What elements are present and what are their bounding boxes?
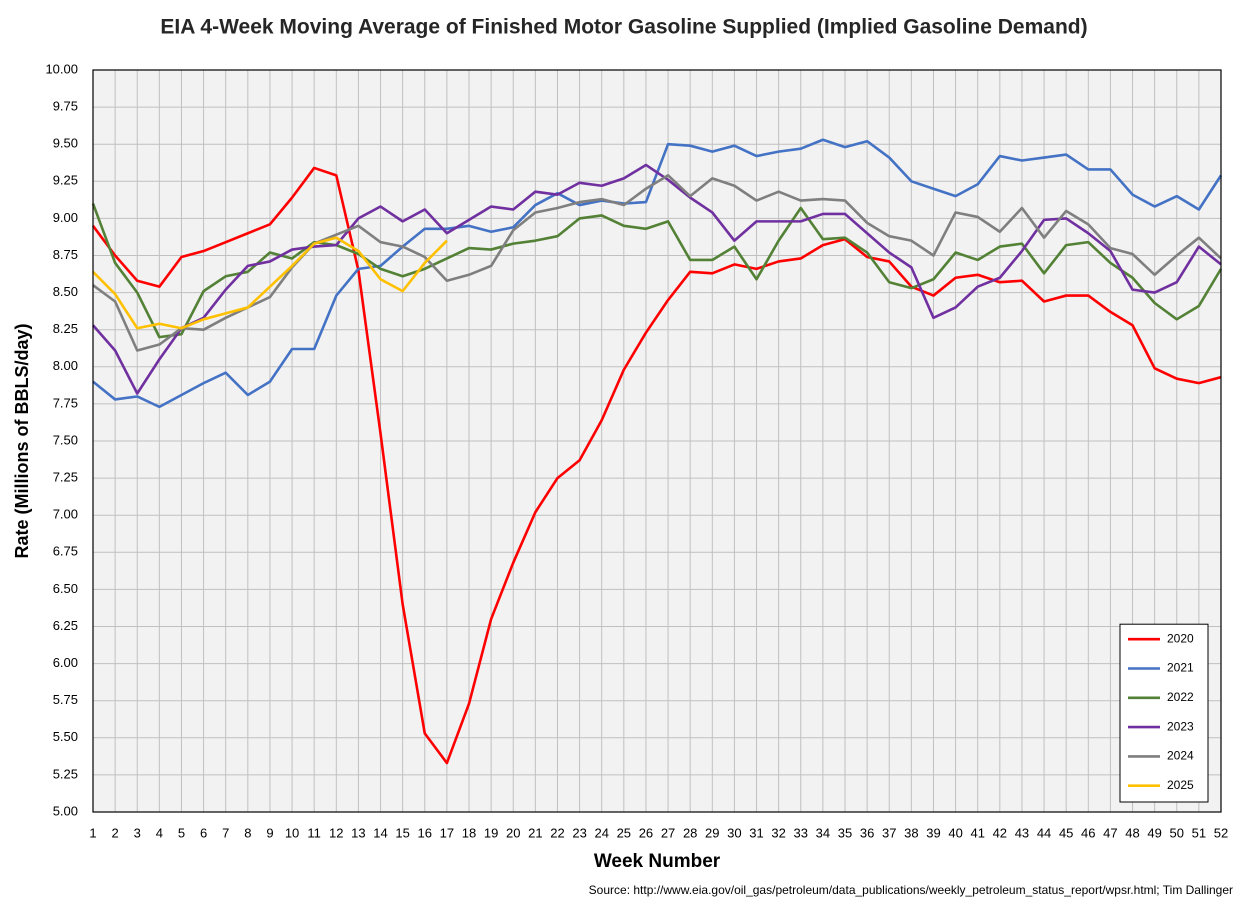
x-tick-label: 19 [484, 825, 498, 840]
y-tick-label: 8.75 [53, 247, 78, 262]
x-tick-label: 35 [838, 825, 852, 840]
legend-box [1119, 623, 1209, 803]
x-tick-label: 32 [771, 825, 785, 840]
legend-label: 2021 [1167, 661, 1194, 675]
y-tick-label: 9.00 [53, 210, 78, 225]
lines [91, 138, 1223, 765]
y-tick-label: 9.75 [53, 99, 78, 114]
y-tick-label: 5.75 [53, 692, 78, 707]
legend: 2020 2021 2022 2023 2024 2025 [1119, 623, 1209, 803]
x-tick-label: 39 [926, 825, 940, 840]
legend-label: 2024 [1167, 749, 1194, 763]
plot-border [92, 69, 1222, 813]
x-tick-label: 17 [440, 825, 454, 840]
chart-title: EIA 4-Week Moving Average of Finished Mo… [160, 16, 1087, 39]
y-tick-label: 5.50 [53, 729, 78, 744]
x-tick-label: 4 [156, 825, 163, 840]
y-axis-label: Rate (Millions of BBLS/day) [12, 323, 32, 558]
x-tick-label: 29 [705, 825, 719, 840]
x-tick-label: 26 [639, 825, 653, 840]
legend-label: 2023 [1167, 719, 1194, 733]
y-tick-label: 9.25 [53, 173, 78, 188]
source-note: Source: http://www.eia.gov/oil_gas/petro… [589, 883, 1233, 897]
y-tick-label: 7.75 [53, 395, 78, 410]
x-tick-label: 30 [727, 825, 741, 840]
x-tick-label: 28 [683, 825, 697, 840]
x-tick-label: 47 [1103, 825, 1117, 840]
x-tick-label: 3 [134, 825, 141, 840]
x-tick-label: 24 [594, 825, 608, 840]
x-tick-label: 52 [1214, 825, 1228, 840]
x-tick-label: 5 [178, 825, 185, 840]
x-tick-label: 45 [1059, 825, 1073, 840]
x-tick-label: 6 [200, 825, 207, 840]
y-tick-label: 9.50 [53, 136, 78, 151]
x-tick-label: 1 [89, 825, 96, 840]
x-tick-label: 43 [1015, 825, 1029, 840]
x-tick-label: 23 [572, 825, 586, 840]
y-tick-label: 5.00 [53, 803, 78, 818]
x-tick-label: 11 [307, 825, 321, 840]
x-tick-label: 16 [418, 825, 432, 840]
x-tick-label: 31 [749, 825, 763, 840]
x-tick-label: 2 [112, 825, 119, 840]
x-tick-label: 22 [550, 825, 564, 840]
x-tick-label: 25 [617, 825, 631, 840]
x-tick-label: 34 [816, 825, 830, 840]
y-tick-label: 8.50 [53, 284, 78, 299]
x-tick-label: 46 [1081, 825, 1095, 840]
x-tick-label: 8 [244, 825, 251, 840]
legend-label: 2020 [1167, 631, 1194, 645]
x-tick-label: 13 [351, 825, 365, 840]
x-tick-label: 49 [1147, 825, 1161, 840]
x-tick-label: 36 [860, 825, 874, 840]
series-line [92, 236, 448, 330]
x-tick-label: 15 [395, 825, 409, 840]
legend-label: 2022 [1167, 690, 1194, 704]
y-tick-label: 7.00 [53, 507, 78, 522]
y-tick-label: 7.25 [53, 470, 78, 485]
x-tick-label: 38 [904, 825, 918, 840]
y-tick-label: 8.00 [53, 358, 78, 373]
x-tick-label: 12 [329, 825, 343, 840]
x-tick-label: 21 [528, 825, 542, 840]
x-tick-label: 20 [506, 825, 520, 840]
x-tick-label: 48 [1125, 825, 1139, 840]
x-tick-label: 7 [222, 825, 229, 840]
y-tick-label: 8.25 [53, 321, 78, 336]
y-tick-label: 10.00 [45, 61, 78, 76]
y-tick-label: 5.25 [53, 766, 78, 781]
series-line [92, 163, 1222, 395]
legend-label: 2025 [1167, 778, 1194, 792]
y-tick-label: 7.50 [53, 432, 78, 447]
x-tick-label: 40 [948, 825, 962, 840]
x-tick-label: 50 [1170, 825, 1184, 840]
x-tick-label: 37 [882, 825, 896, 840]
x-tick-label: 14 [373, 825, 387, 840]
x-tick-label: 18 [462, 825, 476, 840]
series-line [92, 174, 1222, 352]
x-tick-label: 27 [661, 825, 675, 840]
x-tick-label: 44 [1037, 825, 1051, 840]
x-tick-label: 42 [993, 825, 1007, 840]
x-tick-label: 51 [1192, 825, 1206, 840]
series-line [91, 166, 1222, 765]
x-axis-label: Week Number [594, 851, 721, 872]
y-tick-label: 6.50 [53, 581, 78, 596]
x-tick-label: 33 [794, 825, 808, 840]
x-tick-label: 41 [970, 825, 984, 840]
y-tick-label: 6.25 [53, 618, 78, 633]
grid [92, 69, 1222, 813]
y-tick-label: 6.75 [53, 544, 78, 559]
y-tick-label: 6.00 [53, 655, 78, 670]
x-tick-label: 10 [285, 825, 299, 840]
x-tick-label: 9 [266, 825, 273, 840]
